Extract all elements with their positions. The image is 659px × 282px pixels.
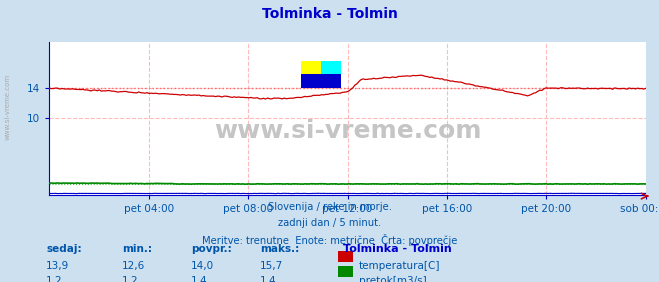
Bar	[321, 61, 341, 74]
Text: 15,7: 15,7	[260, 261, 283, 271]
Text: www.si-vreme.com: www.si-vreme.com	[214, 119, 481, 143]
Text: zadnji dan / 5 minut.: zadnji dan / 5 minut.	[278, 218, 381, 228]
Text: min.:: min.:	[122, 244, 152, 254]
Text: Meritve: trenutne  Enote: metrične  Črta: povprečje: Meritve: trenutne Enote: metrične Črta: …	[202, 234, 457, 246]
Text: Slovenija / reke in morje.: Slovenija / reke in morje.	[268, 202, 391, 212]
Text: sedaj:: sedaj:	[46, 244, 82, 254]
Text: maks.:: maks.:	[260, 244, 300, 254]
Text: temperatura[C]: temperatura[C]	[359, 261, 441, 271]
Text: Tolminka - Tolmin: Tolminka - Tolmin	[343, 244, 451, 254]
Text: 14,0: 14,0	[191, 261, 214, 271]
Text: povpr.:: povpr.:	[191, 244, 232, 254]
Text: 13,9: 13,9	[46, 261, 69, 271]
Text: 1,2: 1,2	[46, 276, 63, 282]
Text: 1,4: 1,4	[260, 276, 277, 282]
Text: 1,4: 1,4	[191, 276, 208, 282]
Text: www.si-vreme.com: www.si-vreme.com	[5, 74, 11, 140]
Bar	[301, 74, 341, 88]
Text: 1,2: 1,2	[122, 276, 138, 282]
Bar	[301, 61, 321, 74]
Text: pretok[m3/s]: pretok[m3/s]	[359, 276, 427, 282]
Text: 12,6: 12,6	[122, 261, 145, 271]
Text: Tolminka - Tolmin: Tolminka - Tolmin	[262, 7, 397, 21]
